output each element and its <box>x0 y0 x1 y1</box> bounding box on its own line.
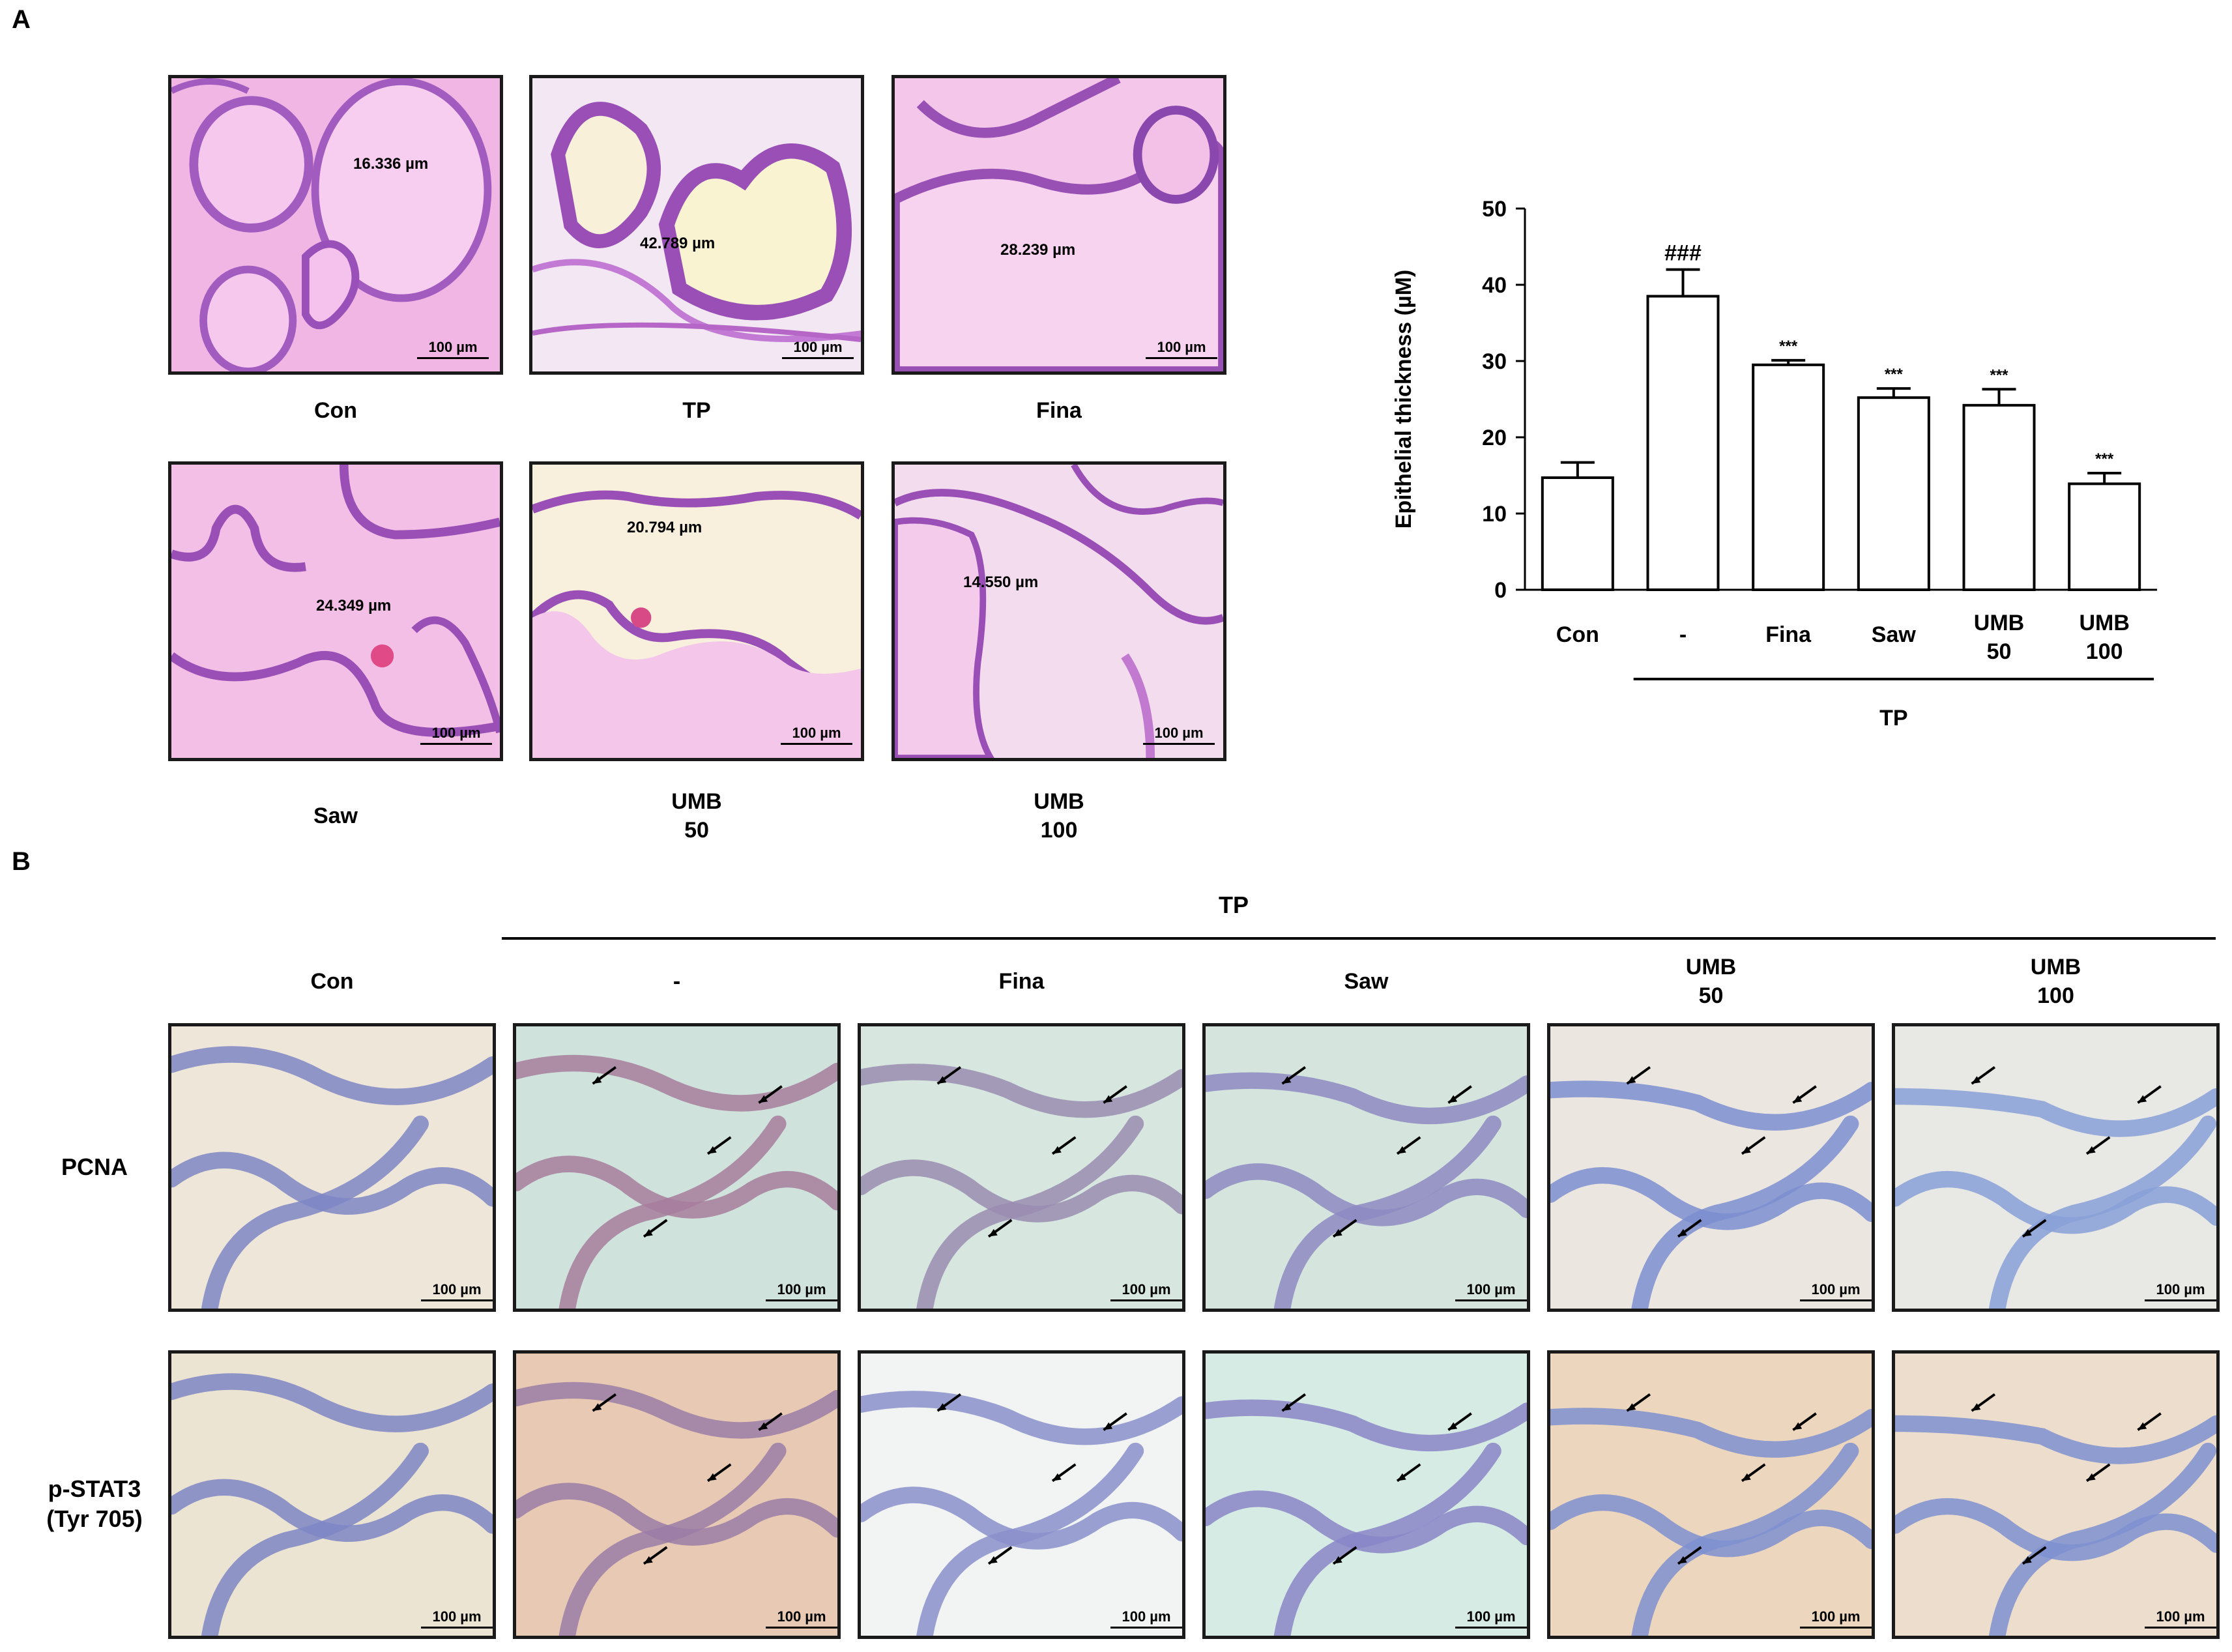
panel-b-group-line <box>502 937 2216 940</box>
label-tp: TP <box>682 398 711 423</box>
panel-b-letter: B <box>12 847 31 876</box>
x-tick-label: - <box>1679 622 1687 647</box>
scale-bar: 100 µm <box>766 1608 837 1629</box>
significance-label: *** <box>1779 338 1798 355</box>
bar <box>1646 295 1720 592</box>
label-umb50: UMB 50 <box>671 789 722 843</box>
scale-bar-saw: 100 µm <box>420 725 492 745</box>
y-tick-label: 10 <box>1482 502 1507 527</box>
ihc-image: 100 µm <box>513 1023 841 1312</box>
y-tick-label: 0 <box>1494 578 1507 603</box>
scale-bar: 100 µm <box>421 1281 493 1301</box>
ihc-image: 100 µm <box>858 1350 1185 1639</box>
scale-bar-tp: 100 µm <box>782 339 854 359</box>
bar <box>1962 403 2036 591</box>
scale-bar: 100 µm <box>1110 1281 1182 1301</box>
label-umb100: UMB 100 <box>1034 789 1084 843</box>
bar <box>1857 396 1930 591</box>
column-label: - <box>673 969 681 994</box>
measurement-tp: 42.789 µm <box>640 235 716 252</box>
scale-bar-con: 100 µm <box>417 339 489 359</box>
x-tick-label: 50 <box>1987 639 2012 664</box>
y-tick-label: 30 <box>1482 349 1507 374</box>
he-image-con <box>168 75 503 375</box>
row-label-pcna: PCNA <box>61 1153 128 1180</box>
scale-bar: 100 µm <box>2145 1281 2216 1301</box>
chart-svg: 0 10 20 30 40 50 Epithelial thickness (µM) Con #… <box>1391 197 2157 731</box>
ihc-image: 100 µm <box>1892 1023 2220 1312</box>
column-label: Saw <box>1344 969 1389 994</box>
ihc-image: 100 µm <box>513 1350 841 1639</box>
label-fina: Fina <box>1036 398 1082 423</box>
measurement-umb50: 20.794 µm <box>627 519 703 536</box>
scale-bar-umb100: 100 µm <box>1143 725 1215 745</box>
significance-label: *** <box>1990 366 2008 384</box>
ihc-image: 100 µm <box>168 1350 496 1639</box>
y-tick-label: 50 <box>1482 197 1507 222</box>
ihc-image: 100 µm <box>1547 1023 1875 1312</box>
x-tick-label: Fina <box>1765 622 1812 647</box>
ihc-image: 100 µm <box>858 1023 1185 1312</box>
panel-b-group-label: TP <box>1219 891 1249 918</box>
column-label: UMB 50 <box>1685 955 1737 1008</box>
row-label-pstat3: p-STAT3 (Tyr 705) <box>46 1475 143 1532</box>
ihc-image: 100 µm <box>1547 1350 1875 1639</box>
scale-bar: 100 µm <box>1455 1281 1527 1301</box>
significance-label: *** <box>1885 366 1904 383</box>
scale-bar: 100 µm <box>2145 1608 2216 1629</box>
scale-bar: 100 µm <box>766 1281 837 1301</box>
measurement-saw: 24.349 µm <box>316 597 392 615</box>
he-image-saw <box>168 461 503 761</box>
epithelial-thickness-chart: 0 10 20 30 40 50 Epithelial thickness (µM) Con #… <box>1355 182 2229 756</box>
label-saw: Saw <box>313 804 358 828</box>
scale-bar: 100 µm <box>1110 1608 1182 1629</box>
measurement-umb100: 14.550 µm <box>963 573 1039 591</box>
y-axis-label: Epithelial thickness (µM) <box>1391 270 1416 529</box>
significance-label: ### <box>1664 241 1702 266</box>
y-tick-label: 40 <box>1482 273 1507 298</box>
ihc-image: 100 µm <box>168 1023 496 1312</box>
x-tick-label: UMB <box>2079 611 2129 635</box>
he-image-umb50 <box>529 461 864 761</box>
scale-bar: 100 µm <box>1455 1608 1527 1629</box>
bar <box>1752 363 1825 591</box>
bar <box>2068 482 2141 591</box>
he-image-umb100 <box>891 461 1226 761</box>
ihc-image: 100 µm <box>1202 1350 1530 1639</box>
scale-bar-umb50: 100 µm <box>781 725 852 745</box>
column-label: Fina <box>998 969 1045 994</box>
bar <box>1541 476 1614 592</box>
significance-label: *** <box>2095 450 2114 468</box>
x-tick-label: Con <box>1556 622 1599 647</box>
measurement-con: 16.336 µm <box>353 155 429 173</box>
scale-bar: 100 µm <box>421 1608 493 1629</box>
panel-a-letter: A <box>12 5 31 34</box>
column-label: UMB 100 <box>2030 955 2081 1008</box>
measurement-fina: 28.239 µm <box>1000 241 1076 259</box>
x-tick-label: 100 <box>2086 639 2123 664</box>
x-tick-label: UMB <box>1974 611 2024 635</box>
y-tick-label: 20 <box>1482 426 1507 450</box>
scale-bar: 100 µm <box>1800 1281 1872 1301</box>
x-tick-label: Saw <box>1872 622 1917 647</box>
he-image-tp <box>529 75 864 375</box>
ihc-image: 100 µm <box>1892 1350 2220 1639</box>
scale-bar: 100 µm <box>1800 1608 1872 1629</box>
he-image-fina <box>891 75 1226 375</box>
scale-bar-fina: 100 µm <box>1146 339 1217 359</box>
group-label: TP <box>1879 706 1907 731</box>
ihc-image: 100 µm <box>1202 1023 1530 1312</box>
label-con: Con <box>313 398 358 423</box>
column-label: Con <box>310 969 354 994</box>
